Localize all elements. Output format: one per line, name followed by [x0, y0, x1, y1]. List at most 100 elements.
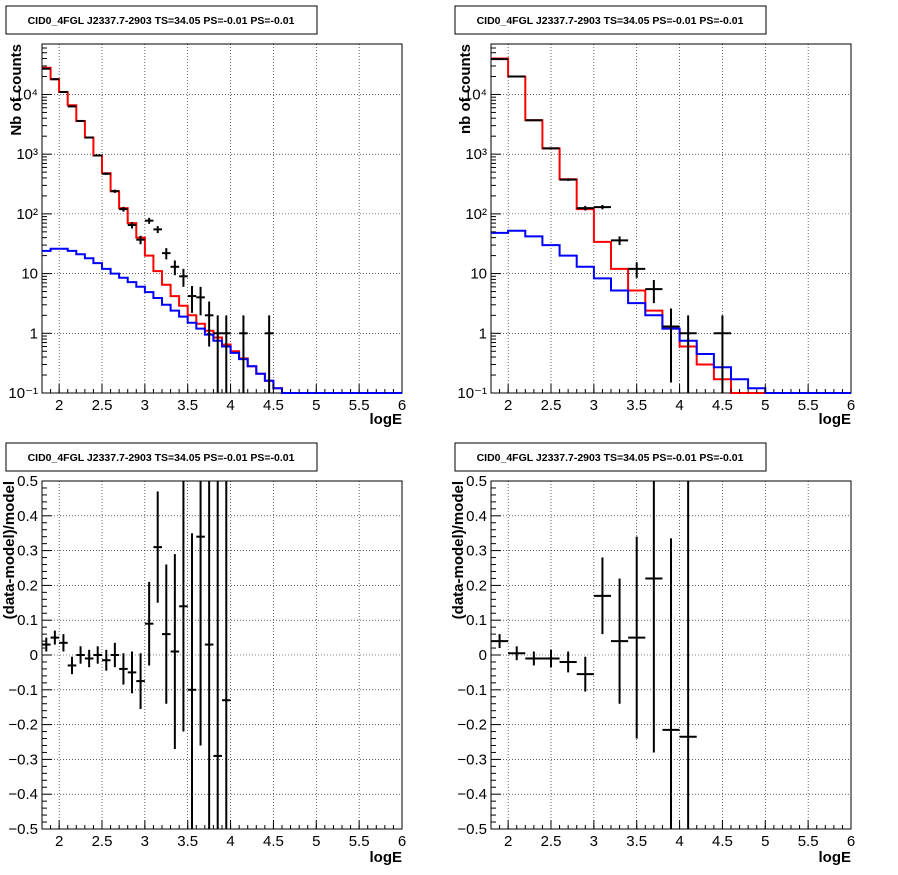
- y-tick-label: 0.5: [17, 473, 38, 490]
- x-tick-label: 2: [504, 833, 512, 850]
- y-tick-label: −0.3: [457, 751, 487, 768]
- data-point: [102, 649, 111, 671]
- y-tick-label: −0.2: [8, 717, 38, 734]
- data-point: [127, 222, 137, 229]
- y-tick-label: 10⁴: [15, 86, 38, 103]
- y-axis-label: (data-model)/model: [1, 481, 18, 619]
- panel-residual-right: 2 2.5 3 3.5 4 4.5 5 5.5 6 −0.5 −0.4 −0.3 −0.2 −0.1 0 0…: [450, 442, 855, 866]
- data-point: [110, 642, 120, 668]
- x-tick-label: 2: [55, 833, 63, 850]
- data-point: [264, 315, 274, 393]
- y-tick-label: −0.4: [457, 786, 487, 803]
- x-tick-label: 2.5: [92, 833, 113, 850]
- y-tick-label: 10³: [16, 146, 38, 163]
- data-point: [76, 119, 85, 122]
- chart-title: CID0_4FGL J2337.7-2903 TS=34.05 PS=-0.01…: [28, 15, 295, 27]
- y-tick-label: 0.3: [17, 543, 38, 560]
- data-point: [222, 315, 231, 393]
- y-tick-label: −0.4: [8, 786, 38, 803]
- x-tick-label: 5.5: [349, 833, 370, 850]
- y-tick-label: 10⁴: [464, 86, 487, 103]
- data-point: [662, 308, 680, 383]
- y-tick-label: 0.2: [466, 577, 487, 594]
- data-point: [196, 481, 205, 746]
- data-point: [628, 262, 646, 278]
- x-tick-label: 6: [847, 833, 855, 850]
- x-tick-label: 2.5: [92, 397, 113, 414]
- y-axis-label: Nb of counts: [8, 44, 25, 136]
- data-point: [170, 260, 180, 276]
- data-point: [593, 557, 611, 635]
- data-point: [119, 206, 128, 212]
- x-tick-label: 3.5: [626, 397, 647, 414]
- x-tick-label: 4.5: [712, 397, 733, 414]
- data-point: [525, 651, 543, 666]
- x-axis-label: logE: [370, 849, 403, 866]
- data-point: [153, 491, 162, 603]
- y-tick-label: −0.1: [8, 682, 38, 699]
- data-point: [84, 136, 94, 139]
- data-point: [42, 637, 51, 652]
- data-point: [679, 315, 697, 393]
- x-tick-label: 3: [141, 397, 149, 414]
- x-tick-label: 4.5: [263, 397, 284, 414]
- y-axis-label: nb of counts: [457, 44, 474, 134]
- data-point: [102, 172, 111, 175]
- chart-title: CID0_4FGL J2337.7-2903 TS=34.05 PS=-0.01…: [477, 15, 744, 27]
- data-point: [611, 578, 629, 704]
- title-box: [5, 442, 318, 472]
- x-tick-label: 2.5: [541, 833, 562, 850]
- data-point: [559, 651, 577, 673]
- x-tick-label: 3.5: [177, 397, 198, 414]
- x-tick-label: 4: [226, 397, 234, 414]
- x-tick-label: 3: [141, 833, 149, 850]
- data-point: [136, 653, 145, 709]
- data-point: [136, 235, 145, 245]
- data-point: [593, 204, 611, 210]
- title-box: [5, 5, 318, 35]
- x-tick-label: 6: [847, 397, 855, 414]
- y-tick-label: 10: [470, 266, 487, 283]
- y-tick-label: 1: [479, 325, 487, 342]
- data-point: [162, 564, 171, 704]
- title-box: [454, 5, 767, 35]
- data-point: [179, 268, 188, 287]
- x-tick-label: 3: [590, 397, 598, 414]
- data-point: [576, 205, 594, 211]
- data-point: [213, 481, 222, 829]
- data-point: [162, 248, 171, 260]
- x-tick-label: 5: [312, 833, 320, 850]
- y-tick-label: −0.1: [457, 682, 487, 699]
- data-point: [153, 226, 162, 234]
- y-tick-label: 0: [30, 647, 38, 664]
- data-point: [144, 581, 154, 666]
- y-tick-label: 1: [30, 325, 38, 342]
- data-point: [67, 105, 77, 108]
- x-tick-label: 3.5: [177, 833, 198, 850]
- data-point: [179, 481, 188, 732]
- data-point: [110, 189, 120, 193]
- x-tick-label: 2: [504, 397, 512, 414]
- x-axis-label: logE: [819, 849, 852, 866]
- x-tick-label: 3.5: [626, 833, 647, 850]
- data-point: [170, 554, 180, 749]
- panel-counts-left: 2 2.5 3 3.5 4 4.5 5 5.5 6 10⁻¹ 1 10 10² 10³ 10⁴ CID0_…: [5, 5, 406, 428]
- x-tick-label: 2: [55, 397, 63, 414]
- x-tick-label: 5: [761, 833, 769, 850]
- y-tick-label: 10²: [16, 206, 38, 223]
- x-tick-label: 6: [398, 833, 406, 850]
- data-point: [59, 634, 68, 652]
- x-tick-label: 3: [590, 833, 598, 850]
- y-tick-label: −0.2: [457, 717, 487, 734]
- x-tick-label: 5: [761, 397, 769, 414]
- data-point: [559, 178, 577, 181]
- y-tick-label: −0.5: [8, 821, 38, 838]
- x-tick-label: 4.5: [712, 833, 733, 850]
- data-point: [508, 646, 526, 661]
- y-tick-label: −0.5: [457, 821, 487, 838]
- title-box: [454, 442, 767, 472]
- x-axis-label: logE: [370, 411, 403, 428]
- chart-title: CID0_4FGL J2337.7-2903 TS=34.05 PS=-0.01…: [477, 452, 744, 464]
- y-tick-label: 10⁻¹: [457, 385, 487, 402]
